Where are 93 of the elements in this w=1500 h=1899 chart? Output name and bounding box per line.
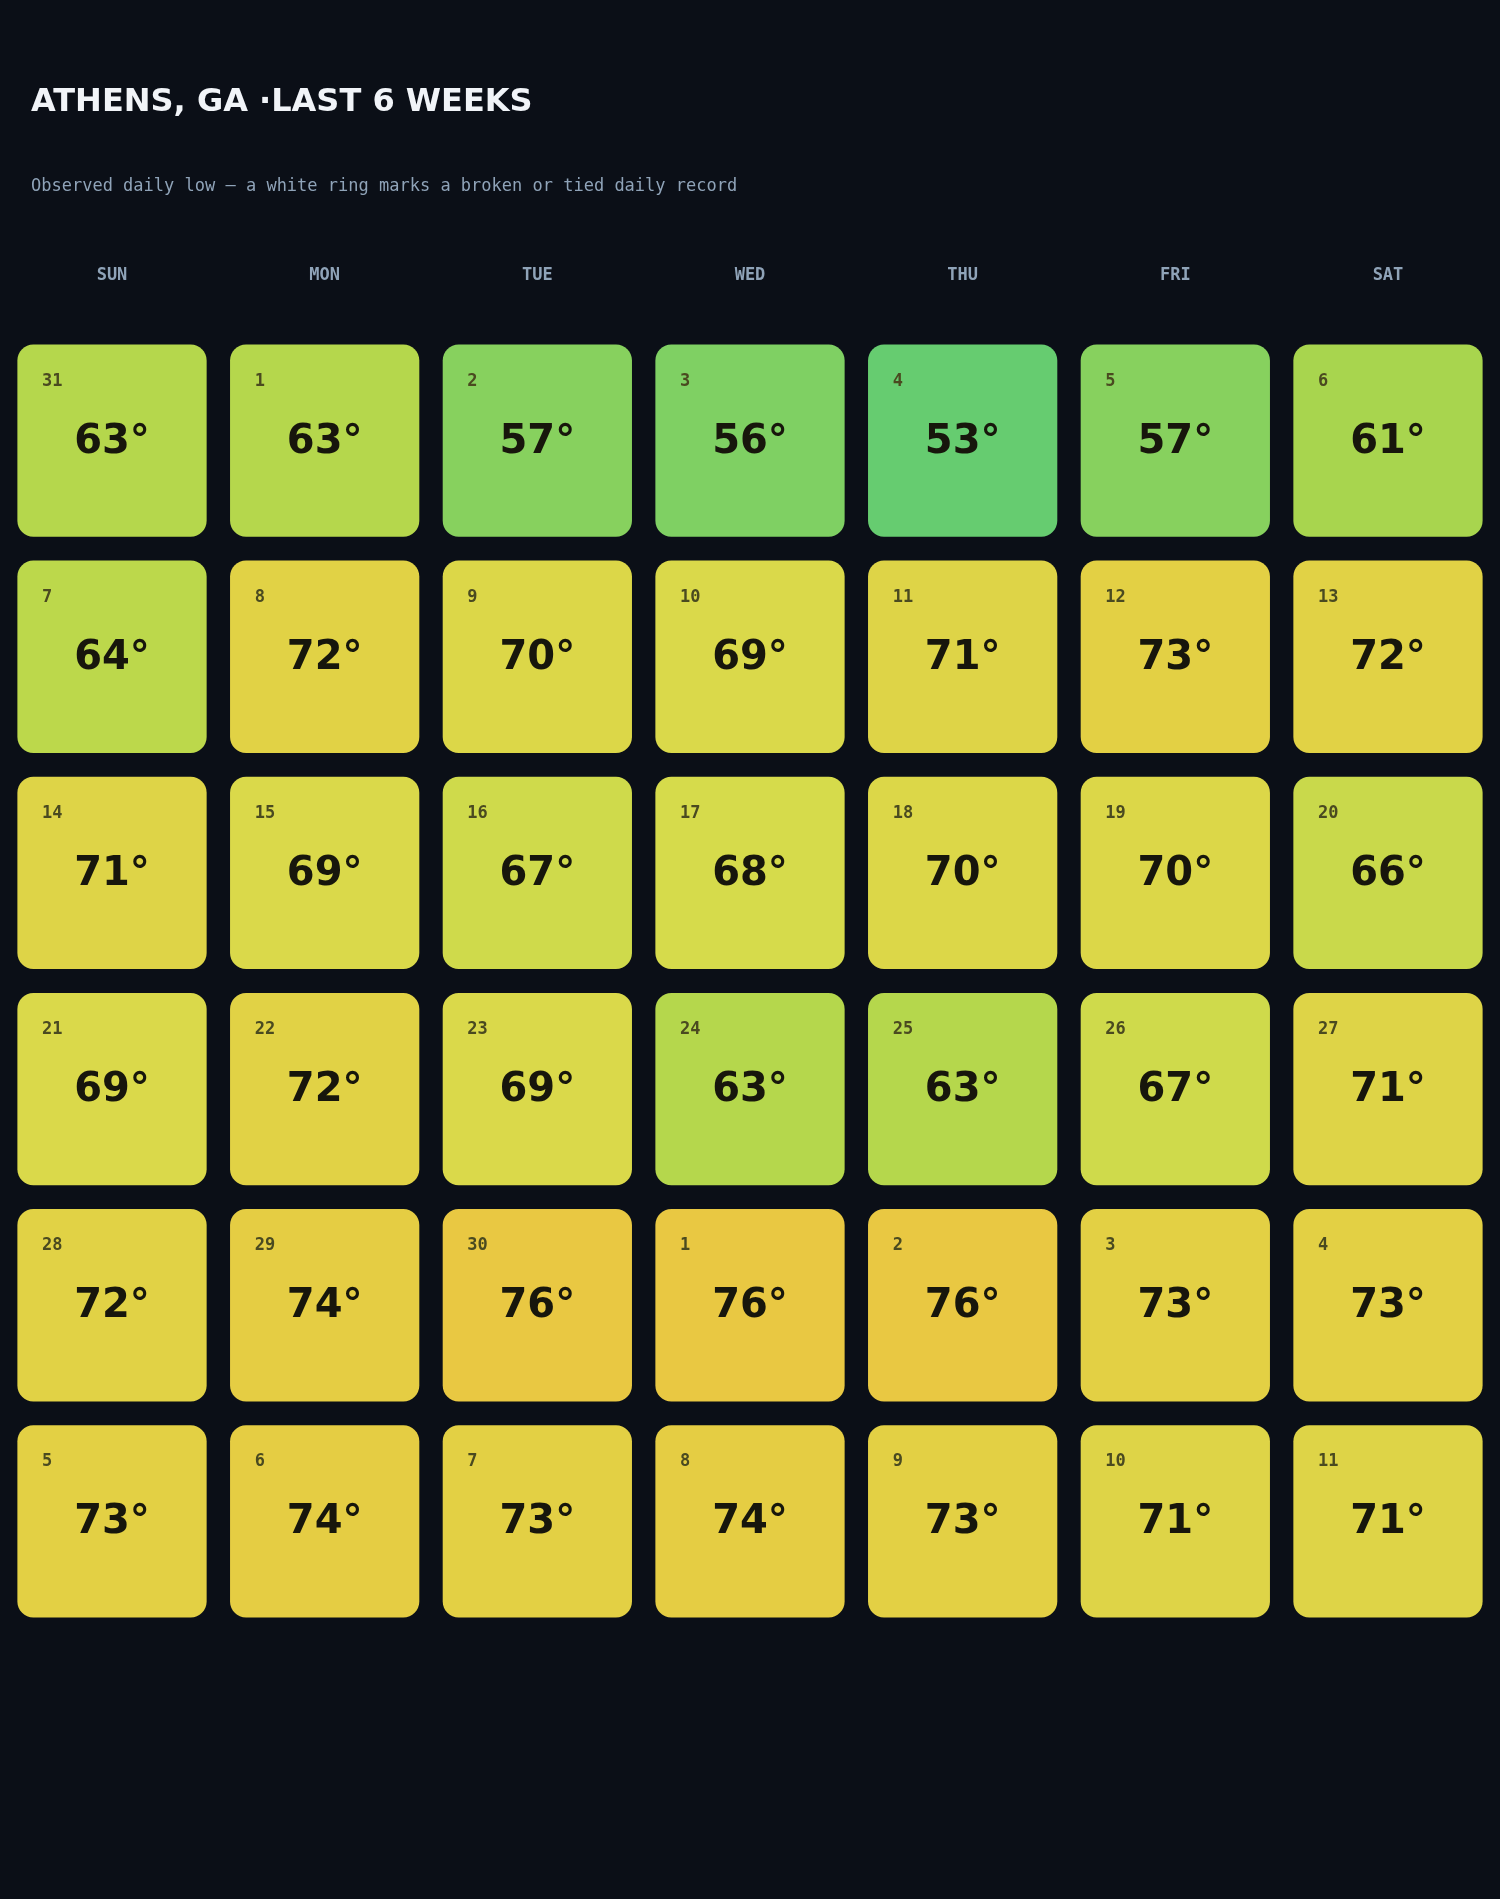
data-label: 69° [286,847,363,894]
annotation: 11 [1317,1450,1339,1471]
data-label: 70° [1137,847,1214,894]
data-label: 72° [286,631,363,678]
data-label: 70° [924,847,1001,894]
data-label: 70° [499,631,576,678]
annotation: 13 [1317,585,1339,606]
annotation: 12 [1105,585,1126,606]
data-label: 73° [499,1496,576,1543]
annotation: 7 [467,1450,478,1471]
annotation: 21 [42,1018,63,1039]
annotation: 30 [467,1234,488,1255]
annotation: 2 [467,369,478,390]
data-label: 69° [499,1064,576,1111]
data-label: 71° [1137,1496,1214,1543]
annotation: 20 [1317,801,1339,822]
data-label: 67° [1137,1064,1214,1111]
annotation: 8 [680,1450,691,1471]
chart-title: ATHENS, GA ·LAST 6 WEEKS [31,81,533,119]
annotation: 26 [1105,1018,1126,1039]
data-label: 61° [1350,415,1426,462]
annotation: 23 [467,1018,488,1039]
annotation: 15 [254,801,276,822]
data-label: 76° [499,1280,576,1327]
x-tick-label: MON [309,263,341,284]
data-label: 66° [1350,847,1426,894]
data-label: 71° [1350,1064,1426,1111]
annotation: 3 [1105,1234,1116,1255]
data-label: 73° [1350,1280,1426,1327]
data-label: 73° [1137,1280,1214,1327]
data-label: 73° [924,1496,1001,1543]
annotation: 2 [892,1234,903,1255]
annotation: 19 [1105,801,1126,822]
annotation: 14 [42,801,63,822]
annotation: 28 [42,1234,63,1255]
annotation: 27 [1317,1018,1339,1039]
data-label: 76° [924,1280,1001,1327]
data-label: 72° [286,1064,363,1111]
data-label: 71° [924,631,1001,678]
data-label: 57° [499,415,576,462]
x-tick-label: SUN [96,263,128,284]
data-label: 74° [712,1496,788,1543]
annotation: 17 [680,801,701,822]
annotation: 29 [254,1234,276,1255]
annotation: 4 [1317,1234,1329,1255]
annotation: 3 [680,369,691,390]
data-label: 74° [286,1496,363,1543]
annotation: 16 [467,801,488,822]
annotation: 11 [892,585,914,606]
annotation: 10 [680,585,701,606]
annotation: 22 [254,1018,276,1039]
x-tick-label: TUE [521,263,553,284]
data-label: 57° [1137,415,1214,462]
data-label: 53° [924,415,1001,462]
data-label: 73° [1137,631,1214,678]
data-label: 69° [712,631,788,678]
data-label: 63° [286,415,363,462]
data-label: 76° [712,1280,788,1327]
x-tick-label: FRI [1159,263,1191,284]
annotation: 5 [42,1450,53,1471]
data-label: 56° [712,415,788,462]
annotation: 1 [254,369,265,390]
annotation: 9 [892,1450,903,1471]
data-label: 71° [1350,1496,1426,1543]
annotation: 6 [254,1450,265,1471]
data-label: 63° [74,415,150,462]
data-label: 72° [1350,631,1426,678]
data-label: 71° [74,847,150,894]
data-label: 64° [74,631,150,678]
annotation: 4 [892,369,903,390]
data-label: 67° [499,847,576,894]
annotation: 6 [1317,369,1329,390]
data-label: 69° [74,1064,150,1111]
data-label: 63° [924,1064,1001,1111]
data-label: 63° [712,1064,788,1111]
annotation: 9 [467,585,478,606]
annotation: 18 [892,801,914,822]
annotation: 31 [42,369,63,390]
x-tick-label: THU [947,263,979,284]
data-label: 72° [74,1280,150,1327]
annotation: 1 [680,1234,691,1255]
annotation: 24 [680,1018,701,1039]
data-label: 68° [712,847,788,894]
annotation: 10 [1105,1450,1126,1471]
x-tick-label: WED [734,263,766,284]
data-label: 73° [74,1496,150,1543]
annotation: 5 [1105,369,1116,390]
annotation: 8 [254,585,265,606]
x-tick-label: SAT [1372,263,1404,284]
annotation: 25 [892,1018,914,1039]
annotation: 7 [42,585,53,606]
data-label: 74° [286,1280,363,1327]
chart-subtitle: Observed daily low — a white ring marks a broken or tied daily record [31,175,738,195]
